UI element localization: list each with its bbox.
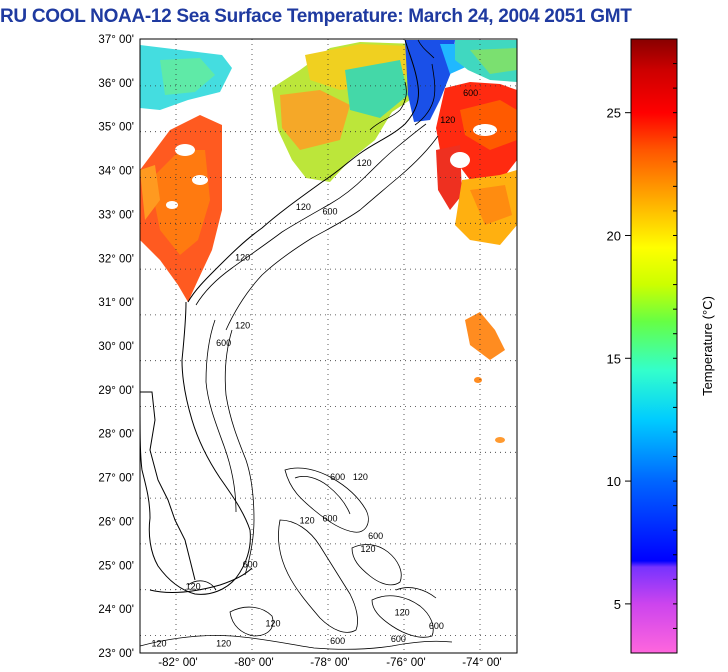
sst-imagery <box>140 40 517 443</box>
contour-label: 600 <box>391 634 406 644</box>
longitude-tick-label: -80° 00' <box>234 657 273 669</box>
latitude-tick-label: 34° 00' <box>98 166 134 178</box>
latitude-tick-label: 26° 00' <box>98 516 134 528</box>
latitude-axis: 37° 00' 36° 00' 35° 00' 34° 00' 33° 00' 32° 0… <box>98 34 134 660</box>
contour-label: 120 <box>440 115 455 125</box>
contour-labels: 120 120 600 120 120 600 120 600 600 120 600 120 600 1… <box>151 88 478 648</box>
contour-label: 120 <box>395 608 410 618</box>
contour-label: 120 <box>357 158 372 168</box>
latitude-tick-label: 28° 00' <box>98 429 134 441</box>
contour-label: 120 <box>235 252 250 262</box>
contour-label: 120 <box>265 619 280 629</box>
latitude-tick-label: 32° 00' <box>98 253 134 265</box>
longitude-tick-label: -82° 00' <box>158 657 197 669</box>
latitude-tick-label: 36° 00' <box>98 78 134 90</box>
latitude-tick-label: 29° 00' <box>98 385 134 397</box>
colorbar-title: Temperature (°C) <box>700 296 715 396</box>
map-title: RU COOL NOAA-12 Sea Surface Temperature:… <box>0 6 632 27</box>
colorbar-tick-label: 20 <box>607 228 621 243</box>
contour-label: 600 <box>330 472 345 482</box>
colorbar-gradient <box>630 38 678 654</box>
contour-label: 120 <box>216 638 231 648</box>
latitude-tick-label: 31° 00' <box>98 297 134 309</box>
latitude-tick-label: 37° 00' <box>98 34 134 46</box>
contour-label: 600 <box>368 531 383 541</box>
contour-label: 120 <box>186 581 201 591</box>
colorbar-ticks: 5 10 15 20 25 <box>607 38 677 654</box>
colorbar-tick-label: 15 <box>607 351 621 366</box>
latitude-tick-label: 30° 00' <box>98 341 134 353</box>
latitude-tick-label: 25° 00' <box>98 560 134 572</box>
contour-label: 600 <box>463 88 478 98</box>
contour-label: 120 <box>151 638 166 648</box>
contour-label: 120 <box>360 544 375 554</box>
colorbar-tick-label: 10 <box>607 474 621 489</box>
latitude-tick-label: 27° 00' <box>98 473 134 485</box>
longitude-tick-label: -76° 00' <box>386 657 425 669</box>
longitude-tick-label: -78° 00' <box>310 657 349 669</box>
plot-frame <box>139 38 518 654</box>
colorbar-tick-label: 25 <box>607 106 621 121</box>
colorbar-tick-label: 5 <box>614 597 621 612</box>
colorbar: 5 10 15 20 25 Temperature (°C) <box>607 38 715 654</box>
latitude-tick-label: 23° 00' <box>98 648 134 660</box>
longitude-axis: -82° 00' -80° 00' -78° 00' -76° 00' -74° 00' <box>158 657 501 669</box>
contour-label: 600 <box>322 206 337 216</box>
contour-label: 600 <box>330 636 345 646</box>
coastline <box>140 39 419 595</box>
contour-label: 600 <box>429 621 444 631</box>
contour-label: 600 <box>243 559 258 569</box>
bathymetry-contours <box>140 39 453 650</box>
contour-label: 120 <box>296 202 311 212</box>
contour-label: 120 <box>353 472 368 482</box>
latitude-tick-label: 24° 00' <box>98 604 134 616</box>
contour-label: 120 <box>300 516 315 526</box>
contour-label: 120 <box>235 320 250 330</box>
longitude-tick-label: -74° 00' <box>462 657 501 669</box>
contour-label: 600 <box>216 338 231 348</box>
contour-label: 600 <box>322 513 337 523</box>
latitude-tick-label: 35° 00' <box>98 122 134 134</box>
latitude-tick-label: 33° 00' <box>98 209 134 221</box>
